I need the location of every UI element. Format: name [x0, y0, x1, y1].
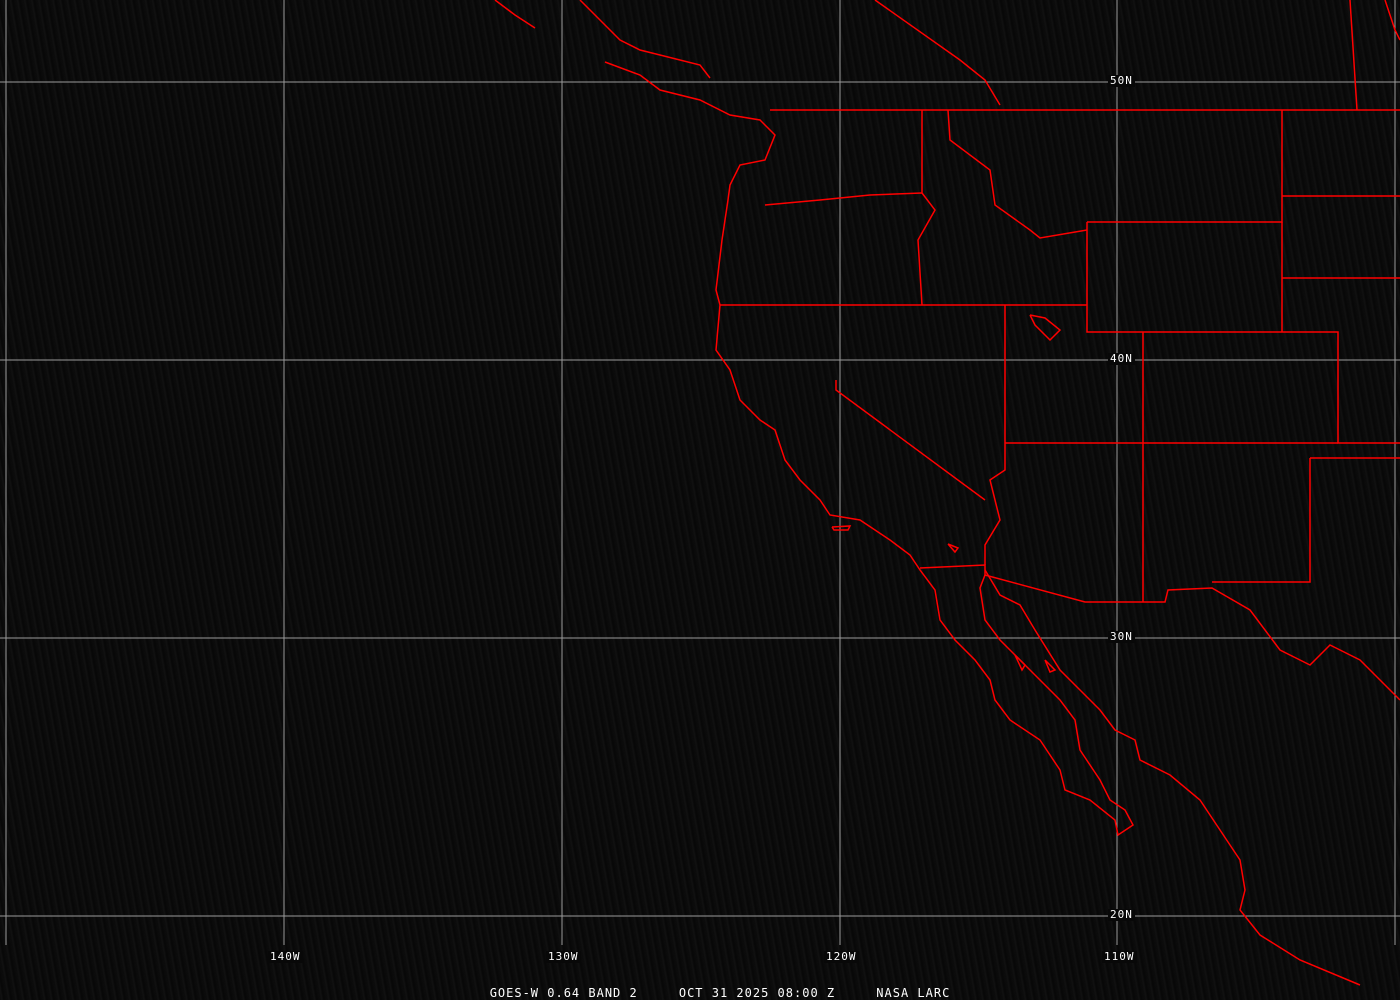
credit: NASA LARC: [876, 986, 951, 1000]
political-boundary: [947, 543, 960, 554]
lat-label-40n: 40N: [1108, 352, 1135, 365]
political-boundary: [984, 569, 1361, 986]
lon-label-140w: 140W: [268, 950, 303, 963]
political-boundary: [1005, 332, 1144, 444]
political-boundary: [604, 61, 1134, 837]
political-boundary: [494, 0, 536, 29]
timestamp: OCT 31 2025 08:00 Z: [678, 986, 836, 1000]
lon-label-110w: 110W: [1102, 950, 1137, 963]
satellite-band: GOES-W 0.64 BAND 2: [489, 986, 638, 1000]
political-boundary: [1087, 110, 1283, 223]
political-boundary: [984, 305, 1006, 565]
political-boundary: [764, 192, 923, 206]
image-caption: GOES-W 0.64 BAND 2 OCT 31 2025 08:00 Z N…: [0, 986, 1400, 1000]
political-boundary: [1086, 222, 1400, 444]
political-boundary: [874, 0, 1001, 106]
political-boundary: [917, 110, 936, 306]
political-boundary: [919, 564, 1400, 701]
political-boundary: [1349, 0, 1358, 111]
political-boundary: [1212, 458, 1311, 583]
lat-label-30n: 30N: [1108, 630, 1135, 643]
lat-label-50n: 50N: [1108, 74, 1135, 87]
lon-label-130w: 130W: [546, 950, 581, 963]
lat-label-20n: 20N: [1108, 908, 1135, 921]
political-boundary: [947, 109, 1088, 239]
political-boundary: [579, 0, 711, 79]
political-boundary: [1014, 654, 1026, 672]
lon-label-120w: 120W: [824, 950, 859, 963]
political-boundary: [835, 380, 986, 501]
political-boundary: [1029, 314, 1062, 342]
political-boundary: [1384, 0, 1400, 41]
political-boundary: [1044, 659, 1057, 673]
political-boundary: [831, 525, 852, 531]
